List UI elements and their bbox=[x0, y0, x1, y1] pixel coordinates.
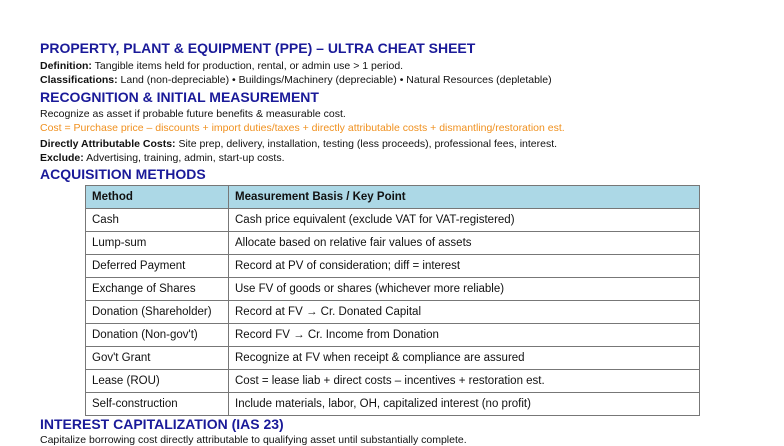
recognition-heading: RECOGNITION & INITIAL MEASUREMENT bbox=[40, 89, 319, 105]
interest-line: Capitalize borrowing cost directly attri… bbox=[40, 434, 467, 446]
classifications-label: Classifications: bbox=[40, 74, 118, 86]
measurement-cell: Use FV of goods or shares (whichever mor… bbox=[228, 277, 700, 301]
column-header: Measurement Basis / Key Point bbox=[228, 185, 700, 209]
acquisition-heading: ACQUISITION METHODS bbox=[40, 166, 206, 182]
method-cell: Lump-sum bbox=[85, 231, 229, 255]
definition: Definition: Tangible items held for prod… bbox=[40, 60, 403, 72]
direct-text: Site prep, delivery, installation, testi… bbox=[175, 138, 558, 150]
measurement-cell: Recognize at FV when receipt & complianc… bbox=[228, 346, 700, 370]
method-cell: Gov't Grant bbox=[85, 346, 229, 370]
table-row: Deferred Payment Record at PV of consider… bbox=[85, 254, 700, 278]
method-cell: Donation (Non-gov't) bbox=[85, 323, 229, 347]
table-row: Lump-sum Allocate based on relative fair … bbox=[85, 231, 700, 255]
page-title: PROPERTY, PLANT & EQUIPMENT (PPE) – ULTR… bbox=[40, 40, 476, 56]
definition-text: Tangible items held for production, rent… bbox=[91, 60, 404, 72]
measurement-cell: Cash price equivalent (exclude VAT for V… bbox=[228, 208, 700, 232]
classifications-text: Land (non-depreciable) • Buildings/Machi… bbox=[117, 74, 552, 86]
measurement-cell: Record at PV of consideration; diff = in… bbox=[228, 254, 700, 278]
measurement-cell: Record at FV → Cr. Donated Capital bbox=[228, 300, 700, 324]
method-cell: Exchange of Shares bbox=[85, 277, 229, 301]
exclude: Exclude: Advertising, training, admin, s… bbox=[40, 152, 285, 164]
table-row: Donation (Non-gov't) Record FV → Cr. Inco… bbox=[85, 323, 700, 347]
table-header-row: Method Measurement Basis / Key Point bbox=[85, 185, 700, 209]
definition-label: Definition: bbox=[40, 60, 92, 72]
table-row: Cash Cash price equivalent (exclude VAT f… bbox=[85, 208, 700, 232]
method-cell: Deferred Payment bbox=[85, 254, 229, 278]
method-cell: Self-construction bbox=[85, 392, 229, 416]
measurement-cell: Include materials, labor, OH, capitalize… bbox=[228, 392, 700, 416]
column-header: Method bbox=[85, 185, 229, 209]
table-row: Donation (Shareholder) Record at FV → Cr.… bbox=[85, 300, 700, 324]
exclude-label: Exclude: bbox=[40, 152, 84, 164]
method-cell: Lease (ROU) bbox=[85, 369, 229, 393]
exclude-text: Advertising, training, admin, start-up c… bbox=[83, 152, 285, 164]
table-row: Gov't Grant Recognize at FV when receipt … bbox=[85, 346, 700, 370]
table-row: Self-construction Include materials, labo… bbox=[85, 392, 700, 416]
method-cell: Cash bbox=[85, 208, 229, 232]
directly-attributable-costs: Directly Attributable Costs: Site prep, … bbox=[40, 138, 557, 150]
method-cell: Donation (Shareholder) bbox=[85, 300, 229, 324]
table-row: Lease (ROU) Cost = lease liab + direct co… bbox=[85, 369, 700, 393]
recognition-line: Recognize as asset if probable future be… bbox=[40, 108, 346, 120]
classifications: Classifications: Land (non-depreciable) … bbox=[40, 74, 552, 86]
measurement-cell: Record FV → Cr. Income from Donation bbox=[228, 323, 700, 347]
acquisition-methods-table: Method Measurement Basis / Key Point Cas… bbox=[85, 185, 700, 416]
table-row: Exchange of Shares Use FV of goods or sha… bbox=[85, 277, 700, 301]
measurement-cell: Cost = lease liab + direct costs – incen… bbox=[228, 369, 700, 393]
measurement-cell: Allocate based on relative fair values o… bbox=[228, 231, 700, 255]
interest-heading: INTEREST CAPITALIZATION (IAS 23) bbox=[40, 416, 284, 432]
cost-formula: Cost = Purchase price – discounts + impo… bbox=[40, 122, 565, 134]
direct-label: Directly Attributable Costs: bbox=[40, 138, 176, 150]
